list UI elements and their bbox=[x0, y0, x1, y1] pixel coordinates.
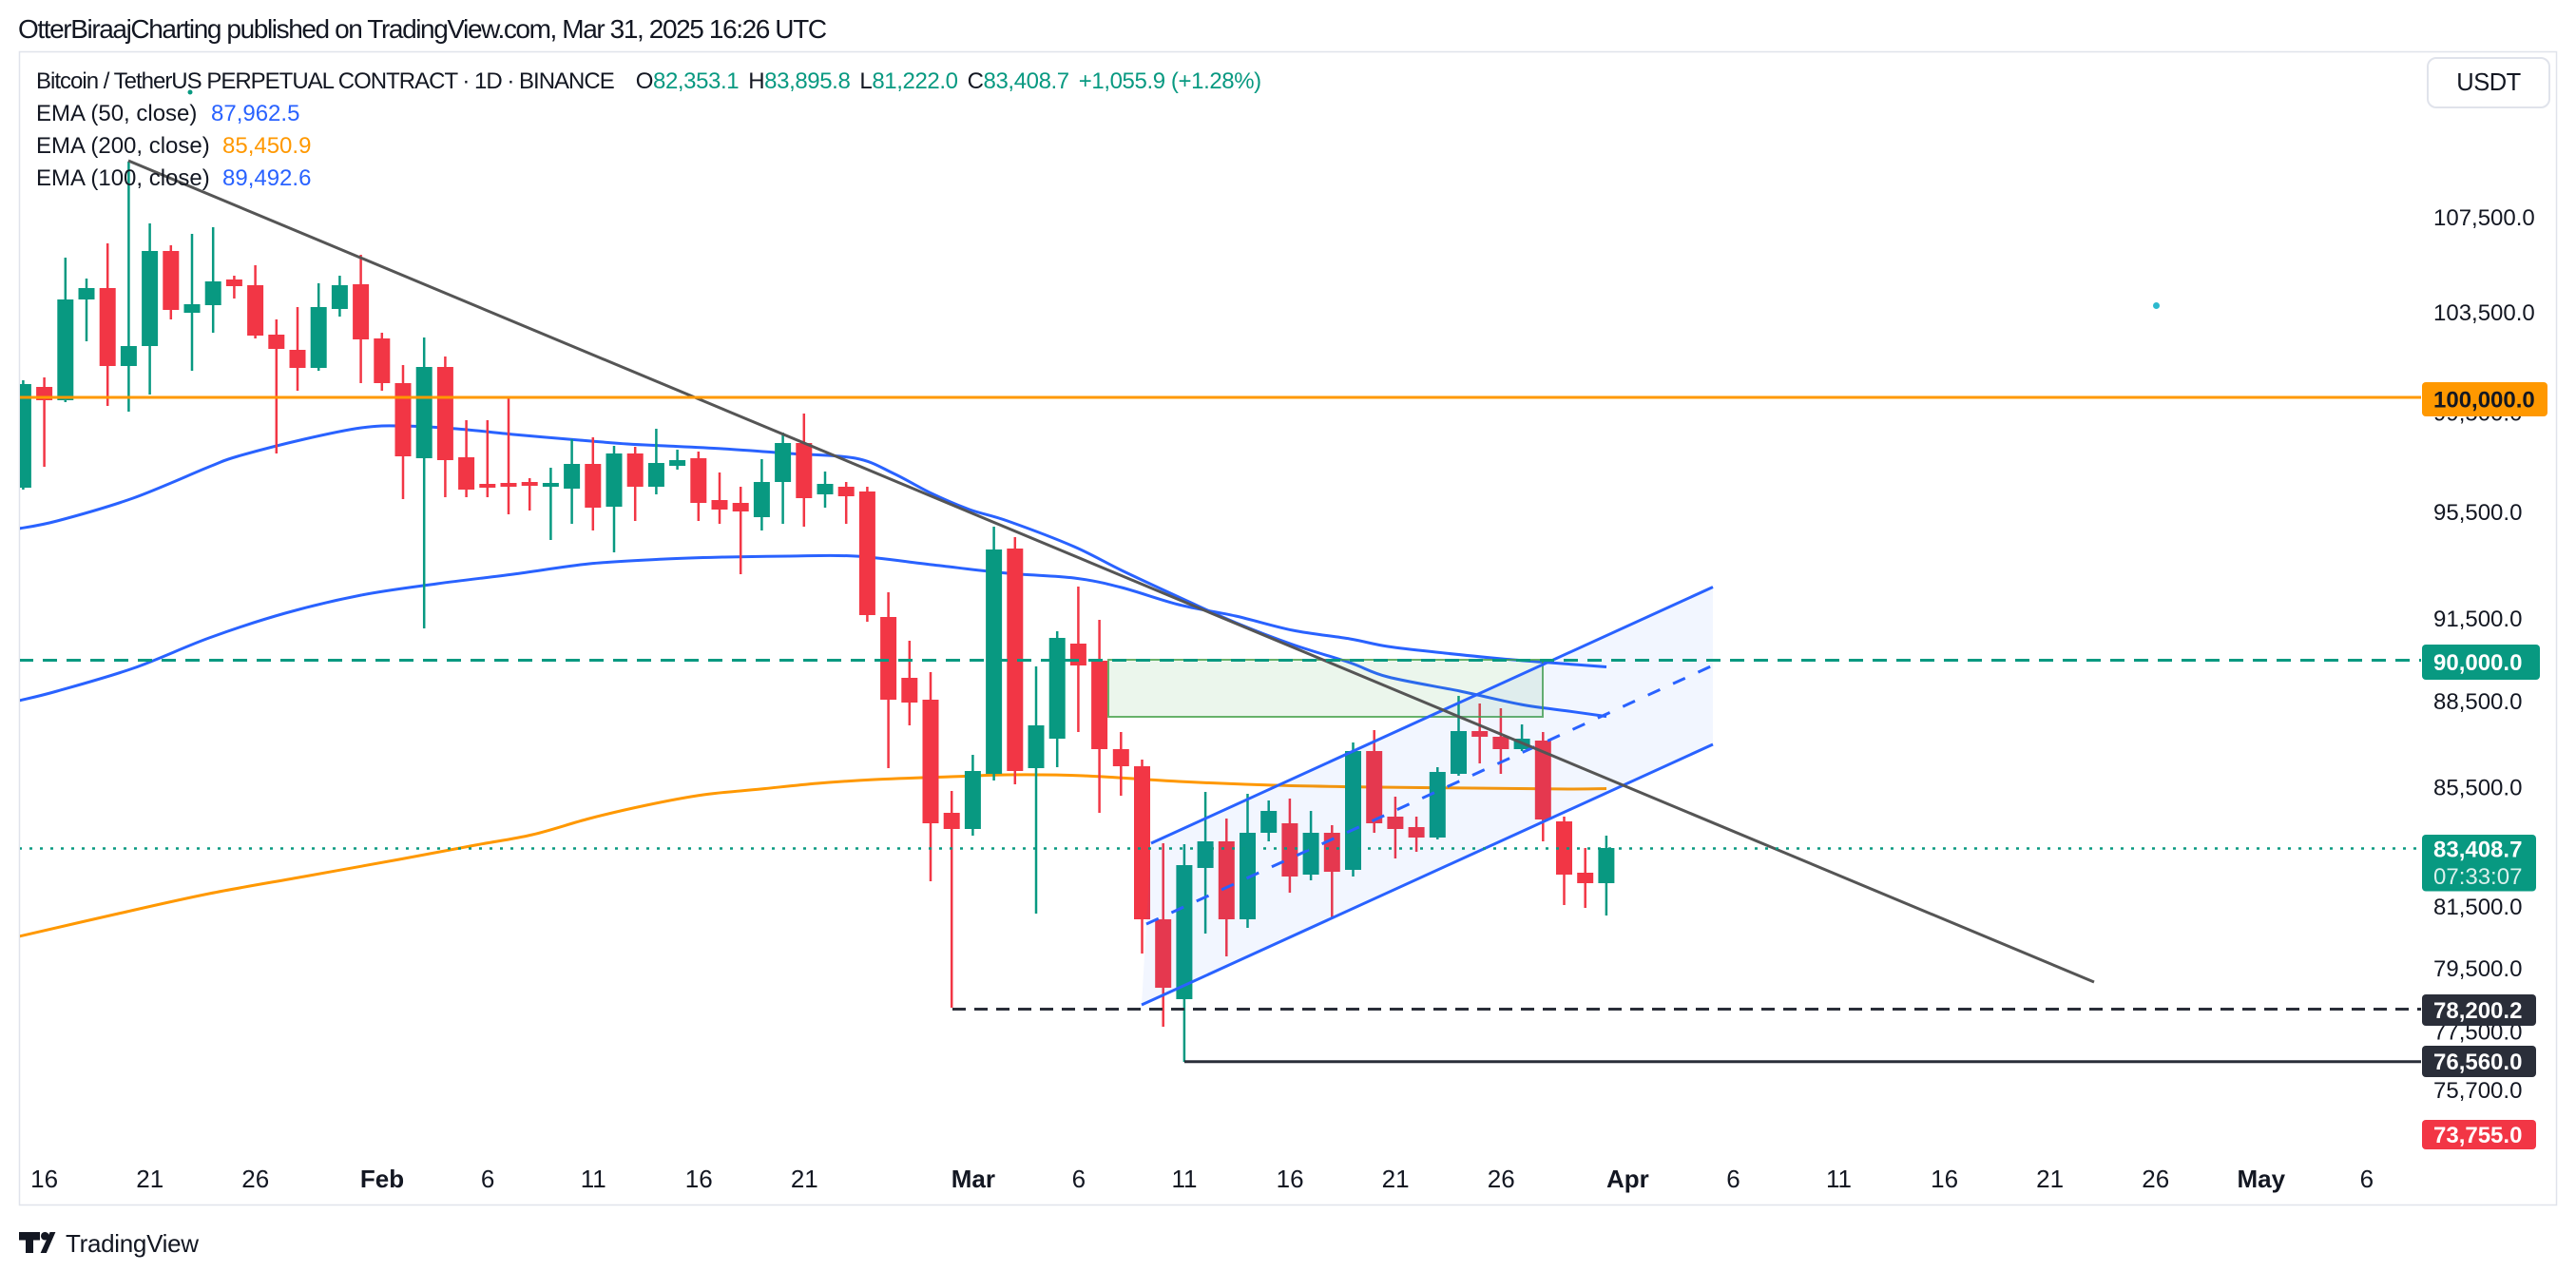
svg-text:11: 11 bbox=[1172, 1165, 1198, 1193]
svg-text:11: 11 bbox=[1826, 1165, 1852, 1193]
svg-text:76,560.0: 76,560.0 bbox=[2433, 1050, 2522, 1075]
svg-text:21: 21 bbox=[2036, 1165, 2064, 1193]
svg-text:6: 6 bbox=[1072, 1165, 1086, 1193]
svg-text:Bitcoin / TetherUS PERPETUAL C: Bitcoin / TetherUS PERPETUAL CONTRACT · … bbox=[36, 68, 1261, 94]
svg-text:103,500.0: 103,500.0 bbox=[2433, 300, 2535, 326]
svg-text:88,500.0: 88,500.0 bbox=[2433, 689, 2522, 715]
svg-text:73,755.0: 73,755.0 bbox=[2433, 1123, 2522, 1148]
svg-text:EMA (200, close): EMA (200, close) bbox=[36, 133, 210, 159]
svg-text:78,200.2: 78,200.2 bbox=[2433, 998, 2522, 1024]
svg-text:Feb: Feb bbox=[360, 1165, 404, 1193]
svg-text:90,000.0: 90,000.0 bbox=[2433, 650, 2522, 676]
svg-text:16: 16 bbox=[1931, 1165, 1958, 1193]
svg-text:16: 16 bbox=[1277, 1165, 1304, 1193]
svg-text:Mar: Mar bbox=[952, 1165, 995, 1193]
svg-text:21: 21 bbox=[791, 1165, 818, 1193]
svg-text:87,962.5: 87,962.5 bbox=[211, 101, 299, 126]
svg-text:95,500.0: 95,500.0 bbox=[2433, 500, 2522, 526]
svg-text:26: 26 bbox=[2142, 1165, 2169, 1193]
svg-text:91,500.0: 91,500.0 bbox=[2433, 607, 2522, 632]
svg-text:6: 6 bbox=[2360, 1165, 2374, 1193]
svg-text:11: 11 bbox=[581, 1165, 606, 1193]
svg-text:75,700.0: 75,700.0 bbox=[2433, 1078, 2522, 1104]
svg-text:81,500.0: 81,500.0 bbox=[2433, 895, 2522, 920]
svg-text:83,408.7: 83,408.7 bbox=[2433, 838, 2522, 863]
svg-text:Apr: Apr bbox=[1606, 1165, 1649, 1193]
svg-text:USDT: USDT bbox=[2456, 69, 2520, 96]
svg-text:21: 21 bbox=[136, 1165, 163, 1193]
svg-text:6: 6 bbox=[1726, 1165, 1740, 1193]
svg-text:26: 26 bbox=[1488, 1165, 1515, 1193]
svg-text:07:33:07: 07:33:07 bbox=[2433, 864, 2522, 890]
svg-text:EMA (100, close): EMA (100, close) bbox=[36, 165, 210, 191]
svg-text:21: 21 bbox=[1382, 1165, 1410, 1193]
svg-text:89,492.6: 89,492.6 bbox=[222, 165, 311, 191]
svg-text:85,500.0: 85,500.0 bbox=[2433, 775, 2522, 800]
svg-text:85,450.9: 85,450.9 bbox=[222, 133, 311, 159]
svg-text:TradingView: TradingView bbox=[66, 1229, 199, 1258]
svg-text:79,500.0: 79,500.0 bbox=[2433, 956, 2522, 982]
svg-text:EMA (50, close): EMA (50, close) bbox=[36, 101, 197, 126]
svg-text:26: 26 bbox=[241, 1165, 269, 1193]
svg-text:107,500.0: 107,500.0 bbox=[2433, 205, 2535, 231]
svg-text:100,000.0: 100,000.0 bbox=[2433, 388, 2535, 414]
svg-text:16: 16 bbox=[30, 1165, 58, 1193]
svg-text:16: 16 bbox=[685, 1165, 713, 1193]
svg-text:May: May bbox=[2238, 1165, 2286, 1193]
svg-text:6: 6 bbox=[481, 1165, 494, 1193]
